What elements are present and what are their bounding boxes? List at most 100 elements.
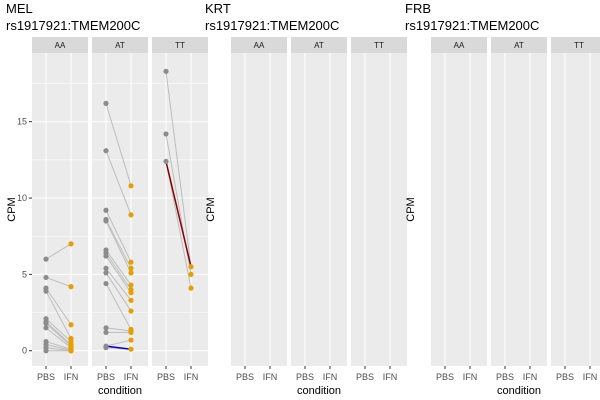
x-axis-title: condition: [297, 385, 341, 397]
pair-line: [45, 347, 72, 352]
point-pbs: [103, 345, 109, 351]
chart-title: FRB: [405, 1, 431, 16]
pair-line: [105, 103, 132, 186]
pair-line: [45, 276, 72, 288]
facet-strip: [291, 37, 347, 53]
x-tick-label: PBS: [496, 372, 514, 382]
pair-line: [165, 161, 192, 289]
point-ifn: [68, 348, 74, 354]
facet-label: AA: [454, 41, 465, 50]
facet-panel: [431, 53, 487, 366]
x-tick-label: PBS: [296, 372, 314, 382]
x-tick-label: PBS: [37, 372, 55, 382]
facet-panel: [291, 53, 347, 366]
facet-label: TT: [175, 41, 185, 50]
x-tick-label: IFN: [583, 372, 598, 382]
pair-line: [45, 322, 72, 347]
point-ifn: [128, 290, 134, 296]
chart-krt: KRT rs1917921:TMEM200C CPM condition AA PBS IF…: [205, 1, 407, 397]
point-ifn: [68, 284, 74, 290]
facet-strip: [32, 37, 88, 53]
point-pbs: [43, 274, 49, 281]
chart-title: MEL: [6, 1, 33, 16]
point-pbs: [103, 207, 109, 213]
facet-strip: [551, 37, 600, 53]
pair-line: [105, 339, 132, 347]
point-ifn: [128, 259, 134, 265]
facet-panel: [551, 53, 600, 366]
point-ifn: [128, 297, 134, 303]
pair-line: [105, 219, 132, 269]
point-pbs: [43, 348, 49, 354]
facet-panel: [491, 53, 547, 366]
point-ifn: [188, 264, 194, 270]
point-pbs: [163, 68, 169, 74]
pair-line: [45, 341, 72, 350]
point-pbs: [43, 256, 49, 262]
highlight-line-red: [165, 161, 192, 267]
point-ifn: [128, 346, 134, 352]
facet-label: AT: [514, 41, 524, 50]
x-axis-title: condition: [497, 385, 541, 397]
pair-line: [105, 252, 132, 290]
point-pbs: [103, 329, 109, 336]
point-ifn: [68, 241, 74, 247]
point-ifn: [128, 270, 134, 276]
point-pbs: [103, 148, 109, 154]
pair-line: [105, 283, 132, 330]
facet-strip: [231, 37, 287, 53]
y-tick-label: 5: [22, 269, 27, 279]
x-tick-label: PBS: [436, 372, 454, 382]
pair-line: [45, 243, 72, 260]
facet-label: TT: [574, 41, 584, 50]
facet-strip: [92, 37, 148, 53]
pair-line: [105, 220, 132, 274]
pair-line: [105, 150, 132, 216]
facet-panel: [152, 53, 208, 366]
chart-mel: MEL rs1917921:TMEM200C CPM condition 0 5 10 15 A…: [6, 1, 208, 397]
point-ifn: [128, 282, 134, 288]
point-pbs: [43, 325, 49, 331]
x-tick-label: IFN: [263, 372, 278, 382]
facet-strip: [152, 37, 208, 53]
point-pbs: [103, 325, 109, 331]
point-pbs: [163, 131, 169, 137]
x-tick-label: IFN: [523, 372, 538, 382]
chart-subtitle: rs1917921:TMEM200C: [205, 18, 339, 33]
pair-line: [105, 210, 132, 263]
point-pbs: [103, 253, 109, 259]
pair-line: [105, 255, 132, 293]
x-tick-label: PBS: [236, 372, 254, 382]
point-pbs: [103, 270, 109, 276]
facet-label: AA: [55, 41, 66, 50]
pair-line: [105, 249, 132, 286]
x-tick-label: IFN: [64, 372, 79, 382]
y-tick-label: 10: [17, 193, 27, 203]
point-pbs: [103, 218, 109, 224]
x-tick-label: PBS: [157, 372, 175, 382]
point-pbs: [43, 288, 49, 294]
chart-frb: FRB rs1917921:TMEM200C CPM condition AA PBS IF…: [405, 1, 600, 397]
chart-subtitle: rs1917921:TMEM200C: [405, 18, 539, 33]
x-tick-label: IFN: [124, 372, 139, 382]
facet-label: AT: [115, 41, 125, 50]
facet-panel: [92, 53, 148, 366]
pair-line: [105, 267, 132, 301]
point-pbs: [103, 100, 109, 106]
point-ifn: [128, 329, 134, 336]
pair-line: [45, 321, 72, 345]
point-pbs: [103, 265, 109, 271]
point-ifn: [128, 265, 134, 271]
pair-line: [45, 344, 72, 351]
chart-title: KRT: [205, 1, 231, 16]
facet-label: AA: [254, 41, 265, 50]
x-tick-label: IFN: [463, 372, 478, 382]
pair-line: [105, 327, 132, 332]
pair-line: [45, 290, 72, 339]
x-tick-label: PBS: [97, 372, 115, 382]
x-tick-label: IFN: [383, 372, 398, 382]
point-ifn: [128, 337, 134, 343]
facet-strip: [351, 37, 407, 53]
facet-panel: [351, 53, 407, 366]
